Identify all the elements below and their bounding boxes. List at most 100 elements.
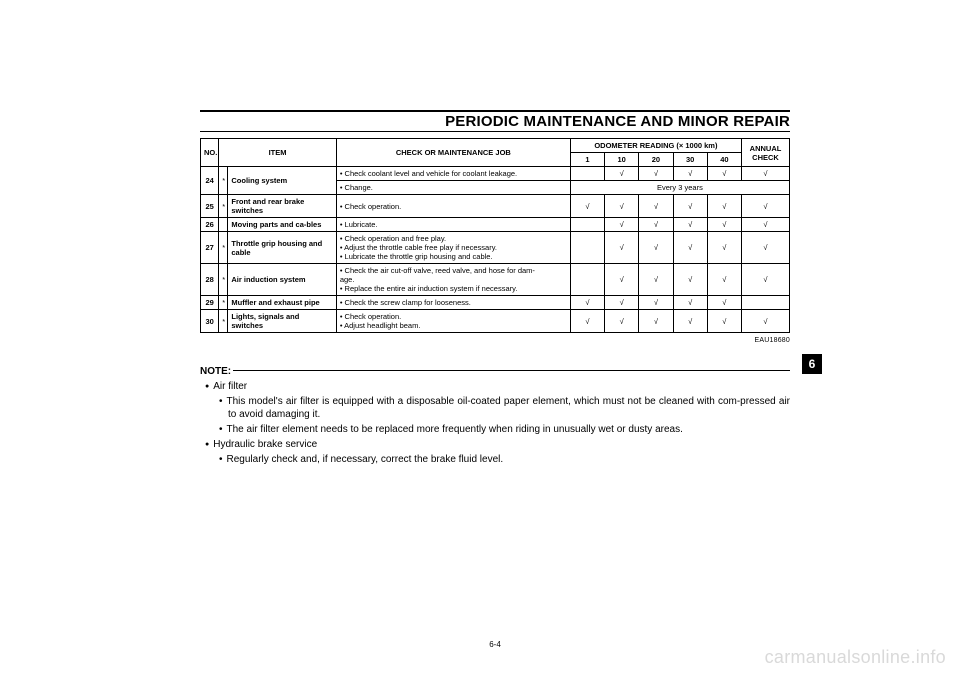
cell-check [570,232,604,264]
note-item: Air filter [200,380,790,394]
cell-star: * [219,167,228,195]
cell-annual: √ [741,167,789,181]
cell-check: √ [673,167,707,181]
cell-check: √ [639,232,673,264]
cell-check: √ [605,232,639,264]
cell-no: 28 [201,264,219,296]
cell-item: Cooling system [228,167,336,195]
cell-no: 25 [201,195,219,218]
cell-check: √ [673,218,707,232]
note-item: The air filter element needs to be repla… [200,423,790,437]
th-annual: ANNUAL CHECK [741,139,789,167]
cell-item: Throttle grip housing and cable [228,232,336,264]
cell-check: √ [570,310,604,333]
cell-job: • Check the air cut-off valve, reed valv… [336,264,570,296]
cell-no: 30 [201,310,219,333]
note-heading-row: NOTE: [200,366,790,377]
cell-annual: √ [741,232,789,264]
cell-item: Muffler and exhaust pipe [228,296,336,310]
table-row: 29 * Muffler and exhaust pipe • Check th… [201,296,790,310]
th-odo: ODOMETER READING (× 1000 km) [570,139,741,153]
table-row: 26 Moving parts and ca-bles • Lubricate.… [201,218,790,232]
cell-annual: √ [741,264,789,296]
cell-no: 29 [201,296,219,310]
cell-check: √ [639,264,673,296]
title-bar: PERIODIC MAINTENANCE AND MINOR REPAIR [200,110,790,132]
note-item: Hydraulic brake service [200,438,790,452]
cell-no: 26 [201,218,219,232]
cell-check: √ [605,167,639,181]
th-c1: 1 [570,153,604,167]
table-row: 27 * Throttle grip housing and cable • C… [201,232,790,264]
table-row: 30 * Lights, signals and switches • Chec… [201,310,790,333]
cell-item: Moving parts and ca-bles [228,218,336,232]
document-code: EAU18680 [200,337,790,344]
cell-job: • Change. [336,181,570,195]
section-tab: 6 [802,354,822,374]
th-no: NO. [201,139,219,167]
cell-check: √ [673,296,707,310]
th-job: CHECK OR MAINTENANCE JOB [336,139,570,167]
cell-star: * [219,310,228,333]
cell-check: √ [673,310,707,333]
cell-job: • Check the screw clamp for looseness. [336,296,570,310]
note-rule [233,370,790,371]
cell-check: √ [605,264,639,296]
cell-check: √ [605,296,639,310]
cell-no: 27 [201,232,219,264]
cell-every3: Every 3 years [570,181,789,195]
cell-annual: √ [741,218,789,232]
cell-check: √ [639,310,673,333]
cell-check: √ [707,310,741,333]
maintenance-table: NO. ITEM CHECK OR MAINTENANCE JOB ODOMET… [200,138,790,333]
cell-job: • Check operation and free play. • Adjus… [336,232,570,264]
cell-item: Air induction system [228,264,336,296]
watermark: carmanualsonline.info [765,647,946,668]
cell-check: √ [707,264,741,296]
cell-check: √ [605,195,639,218]
cell-check: √ [707,296,741,310]
cell-check [570,264,604,296]
th-item: ITEM [219,139,337,167]
cell-check: √ [639,195,673,218]
cell-check: √ [707,232,741,264]
cell-star: * [219,232,228,264]
cell-check: √ [639,296,673,310]
cell-check: √ [673,264,707,296]
cell-check: √ [570,296,604,310]
cell-star: * [219,264,228,296]
page-content: PERIODIC MAINTENANCE AND MINOR REPAIR NO… [200,110,790,466]
cell-job: • Check coolant level and vehicle for co… [336,167,570,181]
cell-star: * [219,296,228,310]
th-c10: 10 [605,153,639,167]
cell-check [570,218,604,232]
notes-block: Air filter This model's air filter is eq… [200,380,790,466]
cell-check [570,167,604,181]
note-label: NOTE: [200,366,231,377]
note-item: Regularly check and, if necessary, corre… [200,453,790,467]
cell-check: √ [707,218,741,232]
cell-star: * [219,195,228,218]
th-c20: 20 [639,153,673,167]
cell-check: √ [639,218,673,232]
th-c30: 30 [673,153,707,167]
cell-check: √ [605,310,639,333]
cell-annual: √ [741,310,789,333]
cell-check: √ [707,195,741,218]
th-c40: 40 [707,153,741,167]
table-row: 24 * Cooling system • Check coolant leve… [201,167,790,181]
cell-job: • Check operation. [336,195,570,218]
cell-no: 24 [201,167,219,195]
cell-check: √ [570,195,604,218]
cell-star [219,218,228,232]
cell-job: • Check operation. • Adjust headlight be… [336,310,570,333]
cell-check: √ [673,195,707,218]
page-title: PERIODIC MAINTENANCE AND MINOR REPAIR [200,113,790,130]
cell-check: √ [605,218,639,232]
cell-item: Front and rear brake switches [228,195,336,218]
table-row: 25 * Front and rear brake switches • Che… [201,195,790,218]
cell-check: √ [707,167,741,181]
cell-job: • Lubricate. [336,218,570,232]
cell-item: Lights, signals and switches [228,310,336,333]
note-item: This model's air filter is equipped with… [200,395,790,422]
